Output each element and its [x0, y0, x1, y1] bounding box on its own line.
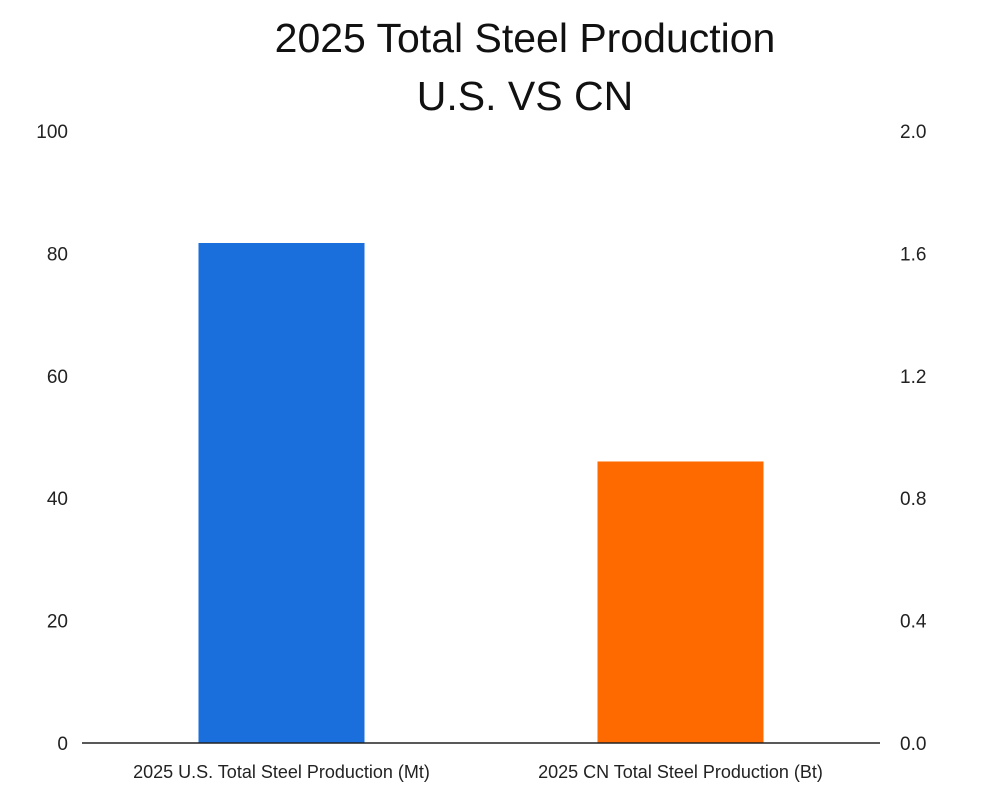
right-axis-tick-label: 1.2	[900, 367, 926, 388]
right-axis-tick-label: 2.0	[900, 122, 926, 143]
left-axis-tick-label: 40	[47, 489, 68, 510]
right-axis-tick-label: 0.4	[900, 612, 927, 633]
left-axis-tick-label: 20	[47, 612, 68, 633]
left-axis-tick-label: 60	[47, 367, 68, 388]
category-label: 2025 CN Total Steel Production (Bt)	[538, 762, 823, 782]
left-axis-tick-label: 100	[36, 122, 68, 143]
left-axis-tick-label: 80	[47, 244, 68, 265]
chart-title: 2025 Total Steel Production	[274, 15, 776, 61]
bar	[597, 461, 764, 743]
right-axis-tick-label: 0.0	[900, 734, 926, 755]
bar	[198, 242, 365, 743]
category-label: 2025 U.S. Total Steel Production (Mt)	[133, 762, 430, 782]
right-axis-tick-label: 1.6	[900, 244, 926, 265]
right-axis-tick-label: 0.8	[900, 489, 926, 510]
chart-subtitle: U.S. VS CN	[416, 73, 634, 119]
left-axis-tick-label: 0	[57, 734, 68, 755]
